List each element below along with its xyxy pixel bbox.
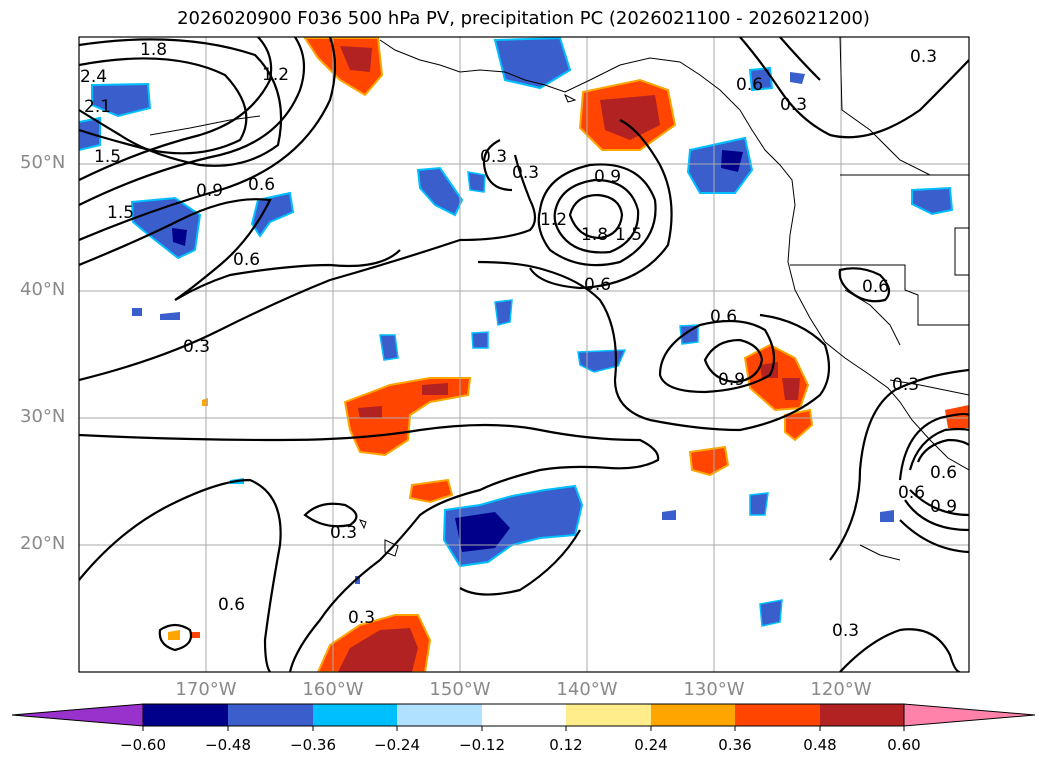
pv-contours	[79, 37, 969, 672]
contour-label: 0.3	[512, 163, 539, 183]
coastlines	[149, 37, 969, 561]
contour-label: 0.6	[930, 463, 957, 483]
colorbar-tick-label: −0.36	[290, 736, 336, 754]
contour-label: 0.6	[248, 175, 275, 195]
positive-precip-anomalies	[168, 37, 969, 672]
colorbar	[11, 703, 1036, 731]
gridlines	[79, 37, 969, 672]
contour-label: 0.6	[710, 307, 737, 327]
contour-label: 1.5	[94, 147, 121, 167]
colorbar-tick-label: 0.24	[634, 736, 668, 754]
contour-label: 0.3	[892, 375, 919, 395]
lat-label-30n: 30°N	[20, 406, 66, 427]
negative-precip-anomalies	[79, 37, 954, 627]
lon-label-160w: 160°W	[302, 679, 364, 700]
lat-label-50n: 50°N	[20, 152, 66, 173]
lon-label-150w: 150°W	[429, 679, 491, 700]
contour-label: 1.2	[540, 210, 567, 230]
lat-label-20n: 20°N	[20, 533, 66, 554]
contour-label: 0.6	[233, 250, 260, 270]
contour-label: 0.6	[862, 277, 889, 297]
lon-label-140w: 140°W	[556, 679, 618, 700]
contour-label: 0.6	[898, 483, 925, 503]
lon-label-120w: 120°W	[810, 679, 872, 700]
colorbar-tick-label: −0.12	[459, 736, 505, 754]
contour-label: 0.9	[196, 181, 223, 201]
contour-label: 0.6	[218, 595, 245, 615]
lon-label-170w: 170°W	[175, 679, 237, 700]
contour-label: 0.3	[780, 95, 807, 115]
colorbar-tick-label: −0.48	[205, 736, 251, 754]
colorbar-tick-label: 0.48	[803, 736, 837, 754]
colorbar-tick-label: 0.36	[718, 736, 752, 754]
colorbar-tick-label: 0.60	[887, 736, 921, 754]
contour-label: 1.8	[140, 40, 167, 60]
contour-label: 1.5	[615, 225, 642, 245]
lon-label-130w: 130°W	[683, 679, 745, 700]
contour-label: 0.3	[832, 621, 859, 641]
colorbar-tick-label: 0.12	[549, 736, 583, 754]
contour-label: 0.6	[584, 275, 611, 295]
contour-label: 0.9	[930, 497, 957, 517]
colorbar-tick-label: −0.24	[374, 736, 420, 754]
contour-label: 0.3	[480, 147, 507, 167]
map-area: 1.8 2.4 2.1 1.5 1.2 0.9 0.6 1.5 0.6 0.3 …	[79, 37, 969, 672]
contour-label: 1.8	[581, 225, 608, 245]
contour-label: 0.3	[910, 47, 937, 67]
map-title: 2026020900 F036 500 hPa PV, precipitatio…	[177, 8, 870, 29]
contour-label: 0.3	[348, 608, 375, 628]
lat-label-40n: 40°N	[20, 279, 66, 300]
contour-label: 2.4	[80, 67, 107, 87]
contour-label: 0.3	[330, 523, 357, 543]
contour-labels: 1.8 2.4 2.1 1.5 1.2 0.9 0.6 1.5 0.6 0.3 …	[80, 40, 957, 641]
colorbar-tick-label: −0.60	[120, 736, 166, 754]
map-frame	[78, 36, 970, 673]
contour-label: 0.9	[718, 370, 745, 390]
contour-label: 2.1	[84, 97, 111, 117]
contour-label: 0.9	[594, 167, 621, 187]
contour-label: 1.5	[107, 203, 134, 223]
contour-label: 0.3	[183, 337, 210, 357]
contour-label: 0.6	[736, 75, 763, 95]
contour-label: 1.2	[262, 65, 289, 85]
